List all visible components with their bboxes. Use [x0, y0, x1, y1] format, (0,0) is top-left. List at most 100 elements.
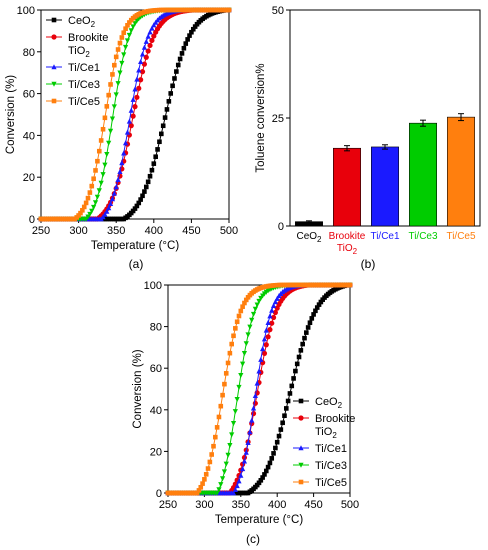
- a-data-point: [139, 51, 146, 57]
- c-legend-label-3: Ti/Ce3: [315, 460, 347, 472]
- c-legend-marker: [298, 479, 304, 485]
- panel-b-bar-chart: 0 25 50 Toluene conversion% CeO2 BrookiteTiO2…: [255, 5, 481, 256]
- a-data-point: [151, 22, 157, 28]
- a-y-tick-label: 60: [23, 89, 35, 101]
- a-data-point: [136, 85, 142, 91]
- b-bar-1: [333, 147, 361, 227]
- c-data-point: [309, 316, 315, 321]
- a-data-point: [138, 77, 144, 83]
- a-legend-label-4: Ti/Ce5: [68, 96, 100, 108]
- a-y-tick-label: 100: [17, 5, 35, 17]
- a-data-point: [160, 123, 166, 129]
- c-data-point: [243, 297, 249, 303]
- c-data-point: [229, 432, 235, 438]
- a-data-point: [113, 54, 119, 60]
- c-data-point: [202, 477, 207, 482]
- c-data-point: [249, 317, 255, 323]
- a-data-point: [226, 7, 232, 13]
- a-data-point: [128, 107, 134, 113]
- c-data-point: [213, 434, 218, 440]
- b-y-tick-label: 25: [272, 113, 284, 125]
- a-data-point: [76, 213, 81, 218]
- a-data-point: [168, 91, 174, 96]
- a-data-point: [134, 76, 140, 82]
- a-data-point: [119, 159, 125, 166]
- a-data-point: [93, 168, 98, 173]
- a-data-point: [89, 208, 95, 214]
- a-data-point: [192, 24, 198, 29]
- c-legend-label-1-line2: TiO2: [315, 426, 337, 440]
- a-data-point: [138, 197, 143, 202]
- a-data-point: [100, 126, 106, 132]
- a-data-point: [153, 154, 158, 160]
- c-y-tick-label: 40: [150, 405, 162, 417]
- a-data-point: [145, 33, 151, 39]
- a-data-point: [140, 193, 145, 199]
- c-data-point: [263, 327, 269, 333]
- a-data-point: [185, 37, 190, 42]
- b-category-label-2: Ti/Ce1: [370, 231, 400, 242]
- a-data-point: [107, 128, 114, 134]
- c-data-point: [252, 306, 258, 312]
- b-y-tick-label: 50: [272, 5, 284, 17]
- c-y-tick-label: 80: [150, 322, 162, 334]
- c-data-point: [287, 391, 293, 396]
- a-data-point: [98, 138, 104, 143]
- a-data-point: [130, 113, 136, 119]
- c-data-point: [270, 302, 277, 309]
- c-data-point: [211, 443, 216, 449]
- c-data-point: [220, 476, 226, 482]
- a-data-point: [100, 172, 106, 178]
- a-data-point: [124, 38, 131, 44]
- a-data-point: [106, 205, 112, 211]
- c-data-point: [265, 319, 271, 325]
- c-data-point: [221, 469, 228, 475]
- c-data-point: [198, 484, 204, 490]
- a-data-point: [170, 83, 175, 89]
- c-legend-label-1: Brookite: [315, 413, 355, 425]
- c-data-point: [267, 313, 273, 319]
- c-data-point: [245, 439, 251, 445]
- a-series-4: [38, 7, 232, 222]
- a-data-point: [113, 92, 119, 98]
- a-data-point: [172, 76, 177, 81]
- a-data-point: [98, 180, 104, 186]
- c-legend-marker: [298, 462, 304, 468]
- a-data-point: [190, 26, 196, 32]
- a-data-point: [112, 62, 117, 68]
- a-data-point: [81, 204, 87, 210]
- a-data-point: [96, 188, 102, 194]
- c-legend-label-0: CeO2: [315, 396, 343, 410]
- a-data-point: [111, 190, 117, 196]
- c-y-tick-label: 60: [150, 363, 162, 375]
- a-data-point: [128, 28, 134, 34]
- c-data-point: [280, 420, 285, 426]
- c-data-point: [232, 409, 238, 415]
- c-data-point: [234, 397, 240, 403]
- c-data-point: [267, 460, 273, 466]
- c-data-point: [218, 482, 224, 488]
- c-data-point: [282, 413, 287, 418]
- a-data-point: [141, 61, 147, 67]
- c-data-point: [318, 299, 324, 305]
- c-data-point: [274, 439, 280, 445]
- a-data-point: [143, 184, 149, 190]
- c-data-point: [273, 445, 278, 451]
- c-data-point: [256, 480, 262, 486]
- c-data-point: [261, 350, 268, 356]
- c-data-point: [233, 326, 238, 331]
- c-data-point: [278, 427, 284, 432]
- a-legend-label-1-line2: TiO2: [68, 45, 90, 59]
- c-data-point: [225, 452, 231, 458]
- a-data-point: [92, 200, 99, 206]
- c-data-point: [263, 468, 269, 474]
- a-data-point: [104, 104, 110, 109]
- c-x-tick-label: 450: [304, 499, 322, 511]
- c-data-point: [250, 311, 257, 317]
- c-data-point: [274, 295, 280, 301]
- b-category-label-0: CeO2: [296, 231, 322, 244]
- c-data-point: [313, 308, 318, 314]
- panel-label-b: (b): [361, 257, 376, 271]
- c-data-point: [269, 307, 275, 313]
